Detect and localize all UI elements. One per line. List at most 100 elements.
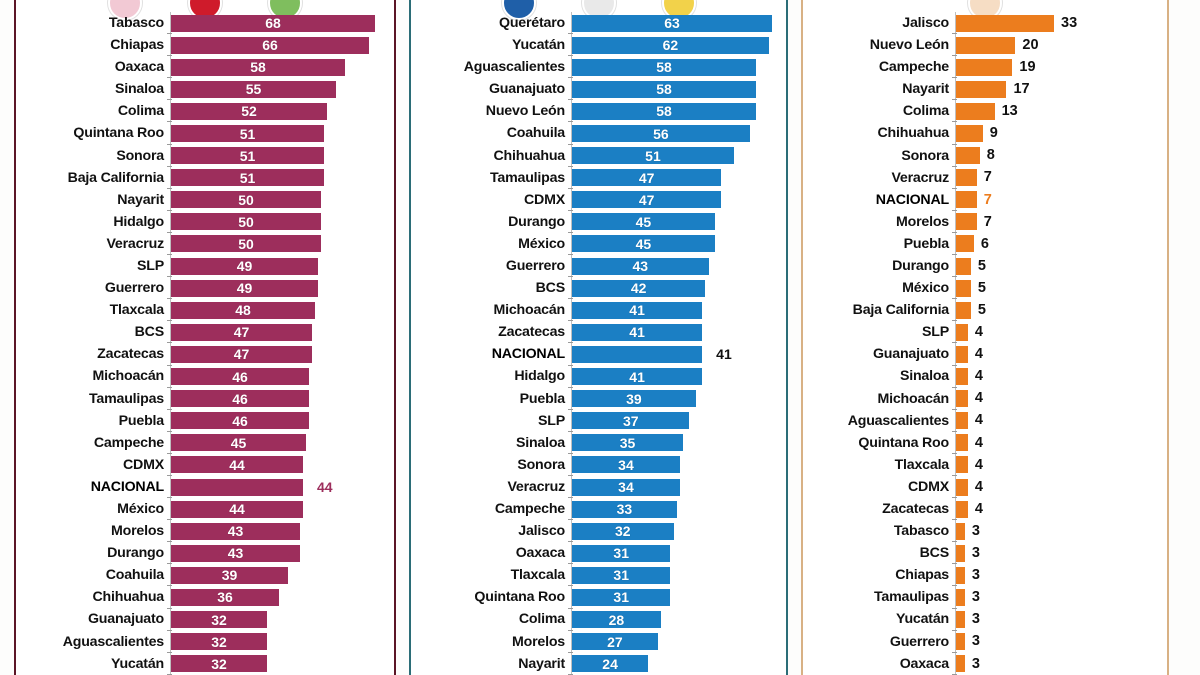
axis-tick-icon [167, 276, 172, 278]
bar-track: 41 [568, 343, 786, 366]
axis-tick-icon [568, 474, 573, 476]
bar-row-label: Tamaulipas [873, 589, 949, 606]
bar: 58 [171, 58, 345, 76]
bar-row: Tamaulipas 3 [803, 586, 1167, 609]
bar-value-label-outside: 4 [974, 456, 983, 473]
bar-row-label: Aguascalientes [847, 412, 949, 429]
bar-row-label: BCS [134, 324, 165, 341]
bar-track: 39 [568, 387, 786, 410]
bar-row: Durango 45 [411, 210, 786, 233]
axis-tick-icon [952, 33, 957, 35]
axis-tick-icon [568, 187, 573, 189]
bar: 35 [572, 434, 684, 452]
bar-row: Tabasco 3 [803, 520, 1167, 543]
bar-row-label: Tamaulipas [88, 390, 164, 407]
bar-value-label-outside: 33 [1061, 14, 1078, 31]
bar: 46 [171, 412, 309, 430]
bar-row: BCS 42 [411, 277, 786, 300]
bar-track: 41 [568, 365, 786, 388]
bar: 32 [171, 655, 267, 673]
bar-value-label-outside: 3 [971, 567, 980, 584]
bar-value-label: 41 [629, 302, 645, 319]
bar-track: 19 [952, 56, 1167, 79]
bar-value-label: 46 [232, 390, 248, 407]
bar-value-label: 43 [227, 545, 244, 562]
bar-value-label: 32 [211, 655, 227, 672]
bar-value-label: 41 [629, 324, 645, 341]
axis-tick-icon [568, 121, 573, 123]
bar [956, 301, 971, 319]
bar: 51 [171, 169, 324, 187]
bar-track: 34 [568, 453, 786, 476]
bar-row-label: Chihuahua [92, 589, 165, 606]
bar-row-label: Tabasco [108, 14, 164, 31]
axis-tick-icon [568, 209, 573, 211]
bar: 32 [171, 633, 267, 651]
axis-tick-icon [568, 585, 573, 587]
bar: 31 [572, 544, 671, 562]
bar-value-label: 49 [236, 280, 253, 297]
bar-row-label: Tlaxcala [894, 456, 950, 473]
bar-value-label: 36 [217, 589, 233, 606]
bar [956, 655, 965, 673]
bar-value-label: 43 [632, 258, 649, 275]
bar-row-label: Guanajuato [488, 81, 565, 98]
bar-row-label: Puebla [519, 390, 566, 407]
bar-track: 46 [167, 409, 394, 432]
bar: 62 [572, 36, 769, 54]
axis-tick-icon [952, 165, 957, 167]
bar-value-label: 37 [622, 412, 639, 429]
bar-value-label: 49 [236, 258, 253, 275]
bar-row: Sinaloa 35 [411, 431, 786, 454]
bar-track: 8 [952, 144, 1167, 167]
axis-tick-icon [167, 33, 172, 35]
axis-tick-icon [952, 342, 957, 344]
bar-track: 24 [568, 652, 786, 675]
axis-tick-icon [167, 408, 172, 410]
bar-row: Durango 43 [16, 542, 394, 565]
bar-row: Quintana Roo 51 [16, 122, 394, 145]
bar-row-label: Chihuahua [877, 125, 950, 142]
axis-tick-icon [568, 231, 573, 233]
axis-tick-icon [568, 563, 573, 565]
axis-tick-icon [568, 673, 573, 675]
bar-value-label-outside: 4 [974, 478, 983, 495]
bar-row-label: Querétaro [498, 14, 565, 31]
bar-row-label: CDMX [123, 456, 164, 473]
bar-value-label: 45 [635, 213, 652, 230]
bar-track: 49 [167, 277, 394, 300]
bar-track: 4 [952, 498, 1167, 521]
bar [956, 102, 995, 120]
bar: 39 [171, 566, 288, 584]
axis-tick-icon [167, 673, 172, 675]
bar-row-label: Aguascalientes [62, 633, 164, 650]
bar-track: 39 [167, 564, 394, 587]
bar-track: 34 [568, 475, 786, 499]
axis-tick-icon [952, 231, 957, 233]
bar-track: 4 [952, 365, 1167, 388]
bar-row: Morelos 7 [803, 210, 1167, 233]
bar-value-label-outside: 8 [986, 147, 995, 164]
axis-tick-icon [952, 585, 957, 587]
bar-row-label: Sinaloa [114, 81, 164, 98]
bar-row: Zacatecas 41 [411, 321, 786, 344]
chart-panel-maroon: Tabasco 68 Chiapas 66 Oaxaca 58 Sinaloa 55 Colim… [14, 0, 396, 675]
bar: 37 [572, 412, 690, 430]
bar-row-label: Nayarit [518, 655, 565, 672]
bar-row: BCS 47 [16, 321, 394, 344]
bar-row-label: Tabasco [893, 523, 949, 540]
bar-value-label: 24 [602, 655, 618, 672]
bar-row-label: Sinaloa [515, 434, 565, 451]
bar-row-label: Tamaulipas [489, 169, 565, 186]
bar [956, 14, 1054, 32]
bar-row-label: Sinaloa [899, 368, 949, 385]
bar-row-label: Durango [892, 257, 949, 274]
bar [956, 434, 968, 452]
chart-panel-blue: Querétaro 63 Yucatán 62 Aguascalientes 58 Guan… [409, 0, 788, 675]
axis-tick-icon [167, 629, 172, 631]
bar-row-label: SLP [137, 257, 164, 274]
bar-row: Tamaulipas 47 [411, 166, 786, 189]
bar-track: 66 [167, 34, 394, 57]
bar-value-label: 39 [626, 390, 642, 407]
bar-row-label: Guerrero [104, 280, 164, 297]
